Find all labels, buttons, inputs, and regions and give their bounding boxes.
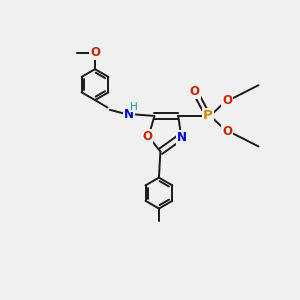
Text: O: O: [190, 85, 200, 98]
Text: N: N: [177, 131, 187, 144]
Text: P: P: [203, 109, 213, 122]
Text: O: O: [222, 94, 232, 107]
Text: H: H: [130, 102, 138, 112]
Text: O: O: [222, 125, 232, 138]
Text: N: N: [124, 108, 134, 121]
Text: O: O: [90, 46, 100, 59]
Text: O: O: [142, 130, 152, 143]
